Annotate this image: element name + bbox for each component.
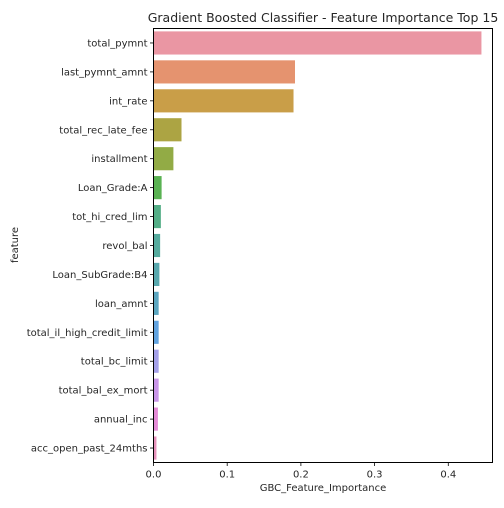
y-tick-label: total_rec_late_fee	[59, 125, 147, 136]
y-tick-label: total_bal_ex_mort	[59, 386, 148, 397]
bar	[153, 320, 159, 344]
y-tick-label: total_pymnt	[87, 38, 147, 49]
bar	[153, 176, 162, 200]
bars-group	[153, 31, 482, 460]
y-tick-label: revol_bal	[102, 241, 147, 252]
bar	[153, 118, 182, 142]
y-tick-label: acc_open_past_24mths	[31, 444, 148, 455]
bar	[153, 262, 160, 287]
y-tick-label: annual_inc	[94, 415, 148, 426]
x-tick-label: 0.4	[440, 470, 456, 481]
y-tick-label: tot_hi_cred_lim	[72, 212, 147, 223]
x-axis-label: GBC_Feature_Importance	[260, 483, 387, 494]
y-tick-label: last_pymnt_amnt	[61, 67, 148, 78]
y-tick-label: total_bc_limit	[81, 357, 148, 368]
y-tick-label: installment	[91, 154, 147, 165]
x-ticks: 0.0 0.1 0.2 0.3 0.4	[146, 462, 456, 481]
y-axis-label: feature	[10, 227, 21, 263]
y-tick-label: loan_amnt	[95, 299, 148, 310]
y-tick-label: Loan_Grade:A	[78, 183, 148, 194]
chart-title: Gradient Boosted Classifier - Feature Im…	[148, 10, 499, 25]
bar	[153, 147, 174, 171]
x-tick-label: 0.0	[146, 470, 162, 481]
bar	[153, 407, 158, 431]
bar	[153, 31, 482, 55]
x-tick-label: 0.2	[293, 470, 309, 481]
y-tick-label: Loan_SubGrade:B4	[52, 270, 147, 281]
bar	[153, 436, 157, 460]
bar	[153, 378, 159, 402]
bar	[153, 204, 161, 229]
bar	[153, 233, 161, 258]
axes-frame	[153, 28, 493, 463]
x-tick-label: 0.1	[219, 470, 235, 481]
x-tick-label: 0.3	[367, 470, 383, 481]
y-tick-label: int_rate	[109, 96, 147, 107]
bar	[153, 60, 295, 84]
y-ticks: total_pymnt last_pymnt_amnt int_rate total_…	[27, 38, 154, 455]
bar	[153, 349, 159, 373]
y-tick-label: total_il_high_credit_limit	[27, 328, 148, 339]
bar	[153, 291, 159, 315]
bar	[153, 89, 294, 113]
